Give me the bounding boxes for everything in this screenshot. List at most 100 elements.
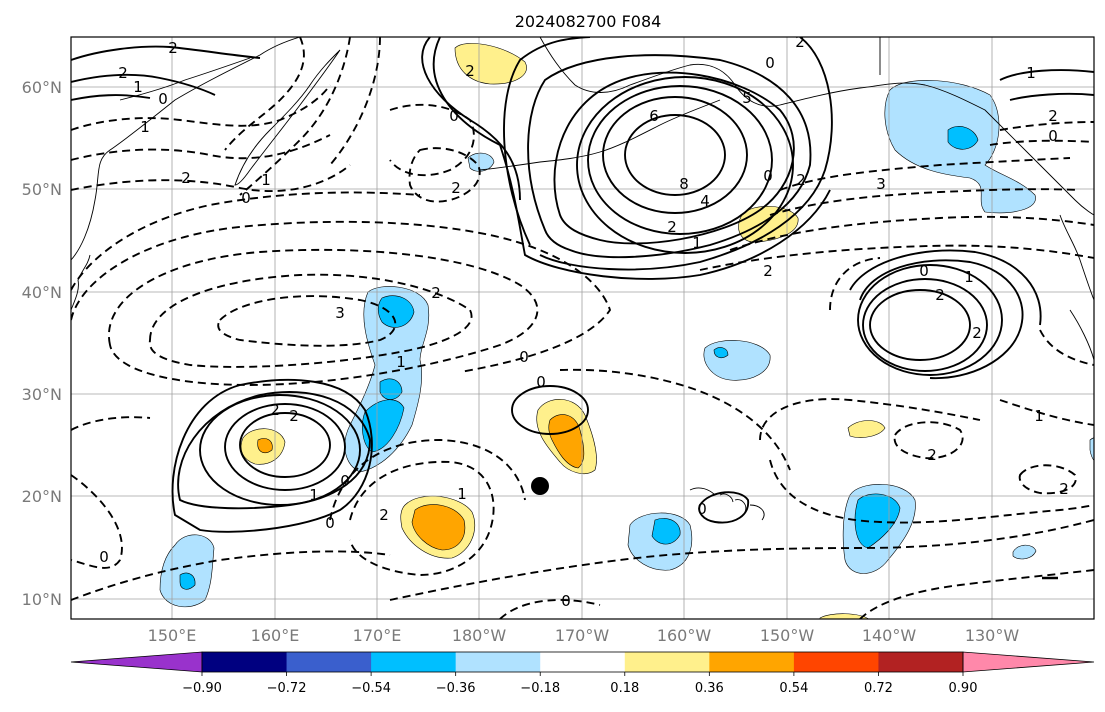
contour-label: 0 [1048, 127, 1058, 145]
neg-region-155e-12n [159, 534, 215, 608]
coast-asia-kamchatka [71, 37, 301, 261]
solid-contours [71, 37, 1094, 533]
contour-label: 1 [964, 268, 974, 286]
contour-ne-2 [1009, 92, 1094, 101]
colorbar-segment [878, 652, 964, 672]
contour-high-n-6 [587, 85, 773, 235]
contour-label: 0 [536, 373, 546, 391]
contour-hawaii-ring [698, 491, 749, 524]
contour-label: 1 [133, 78, 143, 96]
contour-label: 2 [289, 407, 299, 425]
contour-ne-d5 [989, 139, 1094, 146]
colorbar-segment [371, 652, 457, 672]
contour-label: 2 [465, 62, 475, 80]
colorbar-segment [624, 652, 710, 672]
contour-e-d1 [829, 257, 881, 311]
colorbar-frame [201, 651, 964, 673]
colorbar-segment [455, 652, 541, 672]
contour-s-d3 [349, 461, 495, 576]
neg-core-165w-15n [651, 518, 681, 545]
contour-ne-1 [999, 69, 1094, 81]
contour-s-d5 [389, 519, 1094, 601]
contour-e-0 [849, 249, 1042, 326]
map-frame [70, 36, 1095, 620]
colorbar-tick-label: 0.90 [949, 681, 978, 696]
pos-core-160e-25n [257, 438, 273, 453]
contour-label: 0 [561, 592, 571, 610]
neg-small-175w-50n [467, 152, 495, 172]
map-title: 2024082700 F084 [515, 12, 662, 31]
contour-nw-d4 [224, 37, 305, 151]
contour-label: 0 [340, 472, 350, 490]
contour-ne-d1 [769, 188, 1081, 216]
contour-ne-d3 [699, 244, 1094, 271]
pos-small-142w-25n [847, 420, 886, 438]
dashed-contours [71, 37, 1094, 619]
coast-kamchatka-peninsula [234, 49, 341, 186]
lon-axis: 150°E 160°E 170°E 180°W 170°W 160°W 150°… [148, 626, 1020, 645]
colorbar-extend-high [962, 651, 1095, 673]
contour-label: 2 [796, 171, 806, 189]
contour-nw-0 [71, 94, 151, 101]
contour-label: 0 [519, 348, 529, 366]
contour-s-d10 [1018, 464, 1077, 495]
colorbar-tick-label: 0.18 [610, 681, 639, 696]
lat-tick-label: 50°N [22, 180, 62, 199]
contour-label: 4 [700, 192, 710, 210]
contour-s-d4 [329, 439, 526, 521]
contour-s-d11 [859, 569, 1094, 619]
contour-ne-d0 [779, 157, 1071, 191]
colorbar-tick-label: −0.72 [267, 681, 307, 696]
contour-nw-d6 [329, 37, 381, 166]
contour-high-n-7 [602, 96, 748, 214]
contour-s-d7 [759, 398, 981, 441]
contour-w-m1b [71, 191, 421, 291]
colorbar-segment [286, 652, 372, 672]
contour-label: 2 [1048, 107, 1058, 125]
contour-s-d14 [559, 368, 791, 471]
colorbar-tick-label: 0.36 [695, 681, 724, 696]
contour-nw-1 [71, 73, 216, 96]
lon-tick-label: 180°W [452, 626, 507, 645]
contour-label: 6 [649, 107, 659, 125]
contour-label: 2 [795, 33, 805, 51]
contour-sw-4 [239, 412, 331, 478]
contour-labels: 8 6 5 4 2 1 0 2 2 1 0 1 2 0 1 2 0 3 1 0 … [99, 33, 1069, 610]
contour-nw-2 [71, 45, 261, 61]
contour-e-2 [857, 264, 1003, 376]
contour-label: 2 [927, 446, 937, 464]
contour-label: 2 [181, 169, 191, 187]
contour-label: 3 [876, 175, 886, 193]
neg-core-160w-30n [713, 347, 729, 359]
colorbar-tick-label: 0.72 [864, 681, 893, 696]
contour-label: 1 [457, 485, 467, 503]
contour-label: 0 [697, 500, 707, 518]
lon-tick-label: 140°W [862, 626, 917, 645]
shading-layer [159, 43, 1094, 619]
contour-high-n-5 [576, 76, 794, 254]
contour-sw-3 [224, 403, 346, 491]
lon-tick-label: 170°E [353, 626, 402, 645]
contour-e-1 [859, 259, 1024, 379]
contour-label: 2 [1059, 480, 1069, 498]
colorbar-tick-label: −0.54 [351, 681, 391, 696]
contour-label: 2 [763, 262, 773, 280]
hawaii-islands [689, 487, 765, 521]
contour-label: 1 [309, 486, 319, 504]
contour-ne-d2 [729, 215, 1094, 251]
colorbar-tick-label: 0.54 [779, 681, 808, 696]
contour-label: 1 [261, 171, 271, 189]
contour-w-2 [148, 273, 473, 368]
colorbar-segment [202, 652, 288, 672]
contour-nw-d3 [71, 164, 351, 192]
contour-label: 2 [935, 286, 945, 304]
lat-tick-label: 10°N [22, 590, 62, 609]
contour-ne-d4 [999, 121, 1094, 131]
colorbar-segment [793, 652, 879, 672]
contour-s-d8 [769, 459, 1094, 524]
contour-label: 2 [972, 324, 982, 342]
contour-label: 1 [692, 234, 702, 252]
pos-small-145w-8n [819, 613, 869, 619]
contour-e-4 [869, 289, 971, 361]
contour-mid-d1 [389, 103, 475, 177]
